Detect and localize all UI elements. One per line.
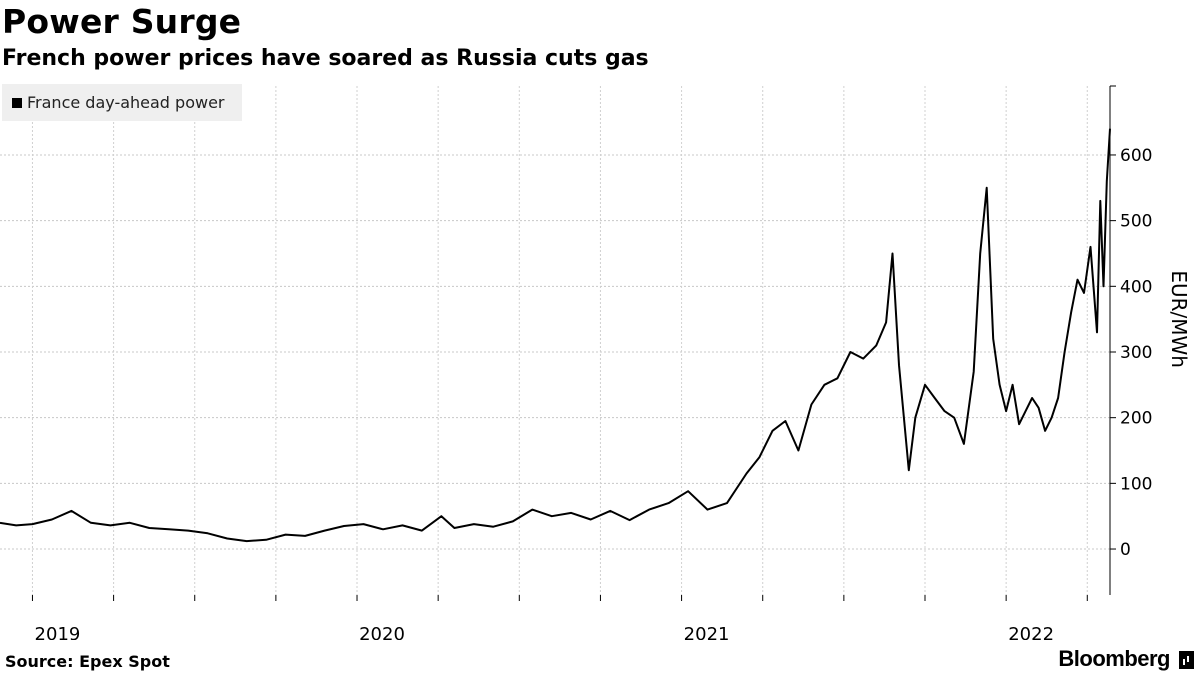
x-tick-label: 2019 [35,624,81,640]
brand-logo: Bloomberg [1058,646,1170,671]
legend-swatch-icon [12,97,22,108]
legend-label: France day-ahead power [27,93,225,112]
grid-lines [0,86,1110,595]
y-tick-label: 0 [1120,540,1131,560]
y-tick-label: 100 [1120,474,1152,494]
series-line-france-day-ahead-power [0,128,1111,543]
line-chart: 2019 2020 2021 2022 0 100 200 300 400 500 600 EUR/… [0,85,1191,640]
x-tick-label: 2021 [684,624,730,640]
x-tick-label: 2020 [359,624,405,640]
y-tick-label: 600 [1120,146,1152,166]
chart-title: Power Surge [2,2,242,41]
y-tick-label: 400 [1120,277,1152,297]
x-tick-label: 2022 [1008,624,1054,640]
bloomberg-chart-icon [1179,651,1194,669]
series-group [0,128,1111,543]
x-axis: 2019 2020 2021 2022 [31,595,1088,640]
y-axis-title: EUR/MWh [1167,270,1191,368]
y-tick-label: 500 [1120,212,1152,232]
y-tick-label: 200 [1120,409,1152,429]
y-axis: 0 100 200 300 400 500 600 EUR/MWh [1109,85,1191,595]
legend: France day-ahead power [2,84,242,121]
source-note: Source: Epex Spot [5,652,170,671]
y-tick-label: 300 [1120,343,1152,363]
chart-subtitle: French power prices have soared as Russi… [2,46,649,71]
